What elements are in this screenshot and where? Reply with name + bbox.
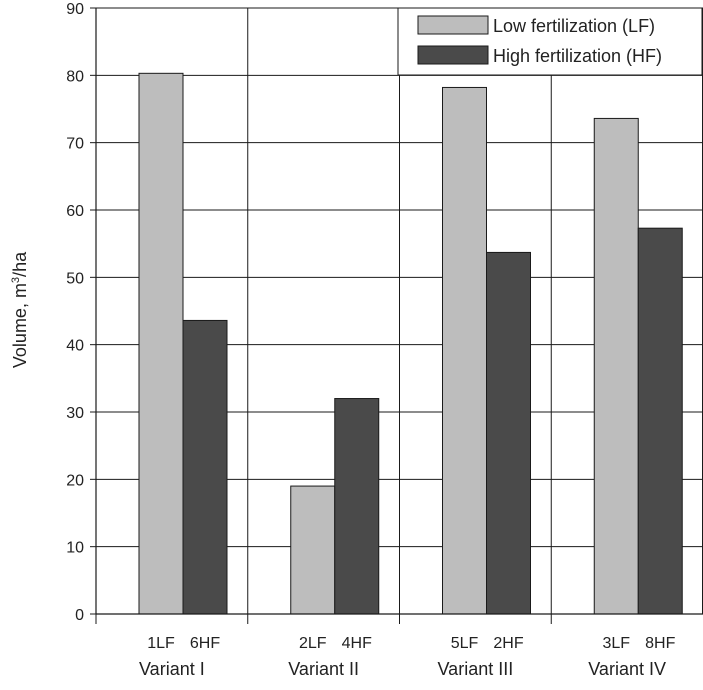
bar-8hf xyxy=(637,227,683,615)
legend: Low fertilization (LF) High fertilization… xyxy=(397,7,703,76)
bars xyxy=(138,72,683,615)
legend-label-hf: High fertilization (HF) xyxy=(493,46,662,66)
legend-swatch-lf xyxy=(417,15,489,35)
y-tick-label: 40 xyxy=(66,338,84,355)
y-tick-label: 50 xyxy=(66,270,84,287)
bar-label: 2LF xyxy=(299,635,327,652)
y-tick-label: 20 xyxy=(66,472,84,489)
y-axis-title-suffix: /ha xyxy=(10,251,30,277)
y-tick-label: 90 xyxy=(66,1,84,18)
bar-3lf xyxy=(593,117,639,615)
legend-label-lf: Low fertilization (LF) xyxy=(493,16,655,36)
y-tick-label: 30 xyxy=(66,405,84,422)
y-axis-title: Volume, m3/ha xyxy=(10,251,30,368)
y-tick-label: 70 xyxy=(66,136,84,153)
group-label: Variant I xyxy=(139,659,205,679)
bar-label: 3LF xyxy=(602,635,630,652)
y-axis-title-prefix: Volume, m xyxy=(10,283,30,368)
group-separators xyxy=(247,8,552,624)
bar-2lf xyxy=(290,485,336,615)
bar-2hf xyxy=(486,251,531,615)
bar-label: 4HF xyxy=(342,635,372,652)
bar-label: 6HF xyxy=(190,635,220,652)
y-tick-label: 0 xyxy=(75,607,84,624)
labels: 0 10 20 30 40 50 60 70 80 90 1LF 6HF Variant I 2LF 4HF… xyxy=(66,1,675,679)
bar-label: 8HF xyxy=(645,635,675,652)
bar-label: 1LF xyxy=(147,635,175,652)
legend-swatch-hf xyxy=(417,45,489,65)
y-tick-label: 10 xyxy=(66,540,84,557)
group-label: Variant IV xyxy=(588,659,666,679)
y-axis-title-superscript: 3 xyxy=(10,277,22,283)
group-label: Variant III xyxy=(438,659,514,679)
y-tick-label: 80 xyxy=(66,68,84,85)
bar-label: 5LF xyxy=(451,635,479,652)
group-label: Variant II xyxy=(288,659,359,679)
bar-5lf xyxy=(442,86,487,615)
y-tick-label: 60 xyxy=(66,203,84,220)
bar-label: 2HF xyxy=(493,635,523,652)
bar-6hf xyxy=(182,319,228,615)
bar-1lf xyxy=(138,72,184,615)
bar-4hf xyxy=(334,398,380,615)
